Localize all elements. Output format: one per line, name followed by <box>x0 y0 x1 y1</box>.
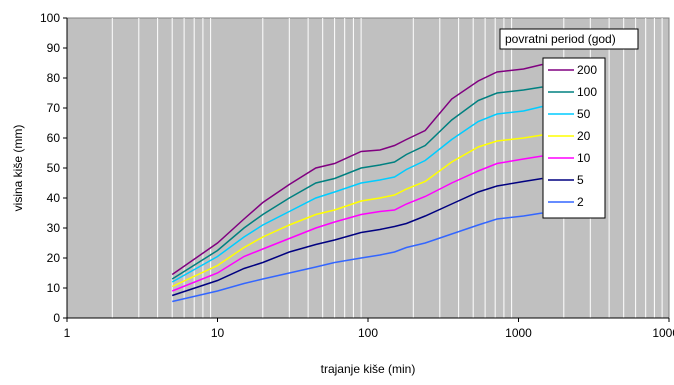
series-line-10 <box>171 155 543 292</box>
legend-label-2: 2 <box>577 195 584 209</box>
series-group <box>171 63 543 303</box>
series-line-2 <box>172 212 543 303</box>
y-tick-label: 40 <box>47 191 61 205</box>
legend-label-5: 5 <box>577 173 584 187</box>
series-line-100 <box>171 86 543 280</box>
legend-title-box: povratni period (god) <box>499 28 639 50</box>
legend-label-100: 100 <box>577 85 597 99</box>
y-tick-label: 70 <box>47 101 61 115</box>
series-line-20 <box>171 134 543 288</box>
x-tick-label: 10 <box>211 326 225 340</box>
y-tick-label: 80 <box>47 71 61 85</box>
series-line-50 <box>171 105 543 283</box>
legend: 200 100 50 20 10 5 2 <box>542 57 606 219</box>
y-tick-label: 30 <box>47 221 61 235</box>
y-tick-label: 60 <box>47 131 61 145</box>
y-tick-label: 50 <box>47 161 61 175</box>
y-tick-label: 90 <box>47 41 61 55</box>
legend-title: povratni period (god) <box>505 32 616 46</box>
y-tick-label: 20 <box>47 251 61 265</box>
axes: 0102030405060708090100110100100010000 <box>40 11 674 340</box>
y-tick-label: 100 <box>40 11 60 25</box>
y-axis-label: visina kiše (mm) <box>11 125 25 212</box>
legend-label-10: 10 <box>577 151 591 165</box>
x-tick-label: 100 <box>358 326 378 340</box>
y-tick-label: 10 <box>47 281 61 295</box>
x-axis-label: trajanje kiše (min) <box>321 362 416 376</box>
x-tick-label: 1000 <box>505 326 532 340</box>
x-tick-label: 10000 <box>652 326 674 340</box>
legend-label-20: 20 <box>577 129 591 143</box>
legend-label-200: 200 <box>577 63 597 77</box>
series-line-5 <box>171 177 543 297</box>
series-line-200 <box>171 63 543 276</box>
x-tick-label: 1 <box>64 326 71 340</box>
legend-label-50: 50 <box>577 107 591 121</box>
y-tick-label: 0 <box>53 311 60 325</box>
